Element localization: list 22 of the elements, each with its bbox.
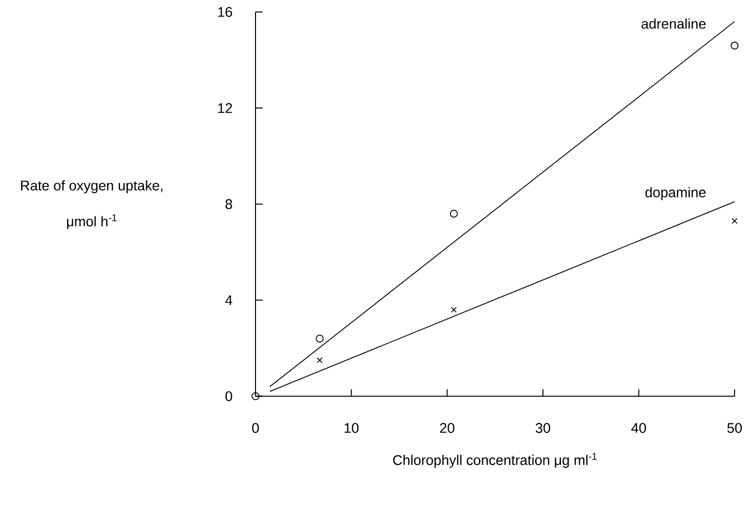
text: Rate of oxygen uptake, μmol h$^{-1}$ (21, 180, 162, 229)
x-tick-label: 0 (252, 423, 259, 433)
y-tick-label: 8 (226, 199, 232, 210)
point (316, 357, 323, 364)
y-tick-label: 0 (225, 391, 232, 402)
point (450, 306, 457, 313)
point (316, 334, 324, 343)
series-label: dopamine (645, 187, 706, 200)
y-tick-label: 16 (218, 7, 232, 17)
x-tick-label: 20 (440, 423, 454, 433)
x-tick-label: 40 (631, 423, 646, 433)
point (450, 210, 458, 218)
x-tick-label: 50 (727, 423, 742, 433)
x-tick-label: 30 (536, 423, 550, 433)
point (252, 392, 260, 400)
point (732, 218, 738, 224)
point (730, 42, 739, 50)
x-axis-title: Chlorophyll concentration μg ml$^{-1}$ (393, 452, 597, 468)
x-tick-label: 10 (344, 423, 359, 433)
y-tick-label: 12 (218, 103, 232, 113)
series-label: adrenaline (642, 18, 706, 29)
y-tick-label: 4 (225, 295, 232, 305)
